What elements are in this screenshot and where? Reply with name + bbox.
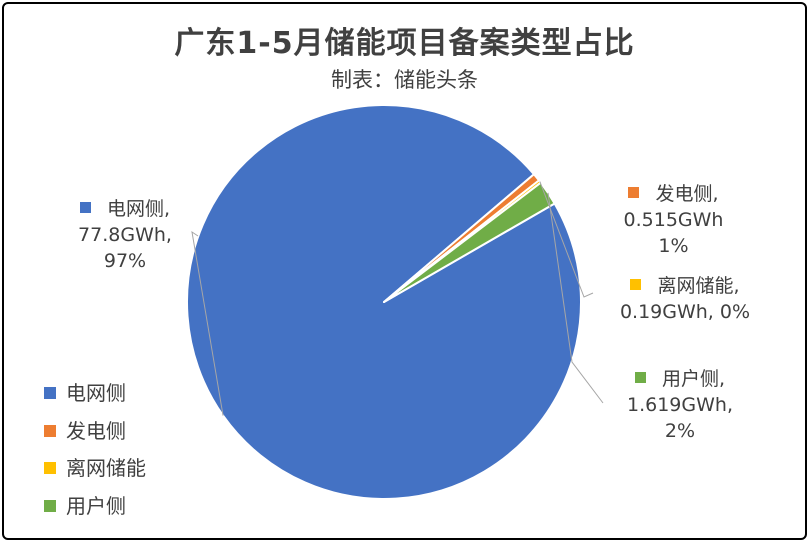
legend-label-offgrid-storage: 离网储能 <box>66 456 146 480</box>
data-label-generation-side: 发电侧, 0.515GWh 1% <box>591 181 756 259</box>
data-label-offgrid-storage: 离网储能, 0.19GWh, 0% <box>596 273 774 325</box>
label-swatch-grid-side <box>79 202 91 213</box>
leader-line-grid-side <box>191 230 224 416</box>
data-label-grid-side: 电网侧, 77.8GWh, 97% <box>50 196 200 274</box>
legend-swatch-offgrid-storage <box>44 462 56 474</box>
label-value-generation-side: 0.515GWh <box>623 209 724 231</box>
label-value-grid-side: 77.8GWh, <box>78 224 172 246</box>
legend-swatch-user-side <box>44 499 56 512</box>
label-name-grid-side: 电网侧 <box>106 198 164 220</box>
label-name-user-side: 用户侧 <box>661 368 719 390</box>
leader-line-user-side <box>547 192 604 404</box>
label-swatch-generation-side <box>628 187 640 198</box>
legend-item-grid-side: 电网侧 <box>44 378 146 416</box>
label-percent-generation-side: 1% <box>658 235 689 257</box>
legend-swatch-grid-side <box>44 387 56 399</box>
legend-item-user-side: 用户侧 <box>44 491 146 529</box>
legend-label-grid-side: 电网侧 <box>66 381 126 405</box>
label-percent-grid-side: 97% <box>103 250 147 272</box>
legend-swatch-generation-side <box>44 424 56 437</box>
chart-title: 广东1-5月储能项目备案类型占比 <box>174 26 635 61</box>
label-name-generation-side: 发电侧 <box>655 183 713 205</box>
label-name-offgrid-storage: 离网储能 <box>657 275 734 297</box>
label-percent-user-side: 2% <box>664 420 696 442</box>
label-swatch-user-side <box>634 372 646 383</box>
label-value-offgrid-storage: 0.19GWh, 0% <box>619 301 751 323</box>
data-label-user-side: 用户侧, 1.619GWh, 2% <box>600 366 760 444</box>
legend-label-user-side: 用户侧 <box>66 493 126 518</box>
chart-subtitle: 制表：储能头条 <box>331 68 478 92</box>
chart-legend: 电网侧 发电侧 离网储能 用户侧 <box>44 378 146 528</box>
leader-line-offgrid-storage <box>539 181 594 298</box>
legend-item-generation-side: 发电侧 <box>44 416 146 454</box>
label-swatch-offgrid-storage <box>630 279 642 290</box>
legend-label-generation-side: 发电侧 <box>66 418 126 443</box>
legend-item-offgrid-storage: 离网储能 <box>44 453 146 491</box>
label-value-user-side: 1.619GWh, <box>627 394 733 416</box>
